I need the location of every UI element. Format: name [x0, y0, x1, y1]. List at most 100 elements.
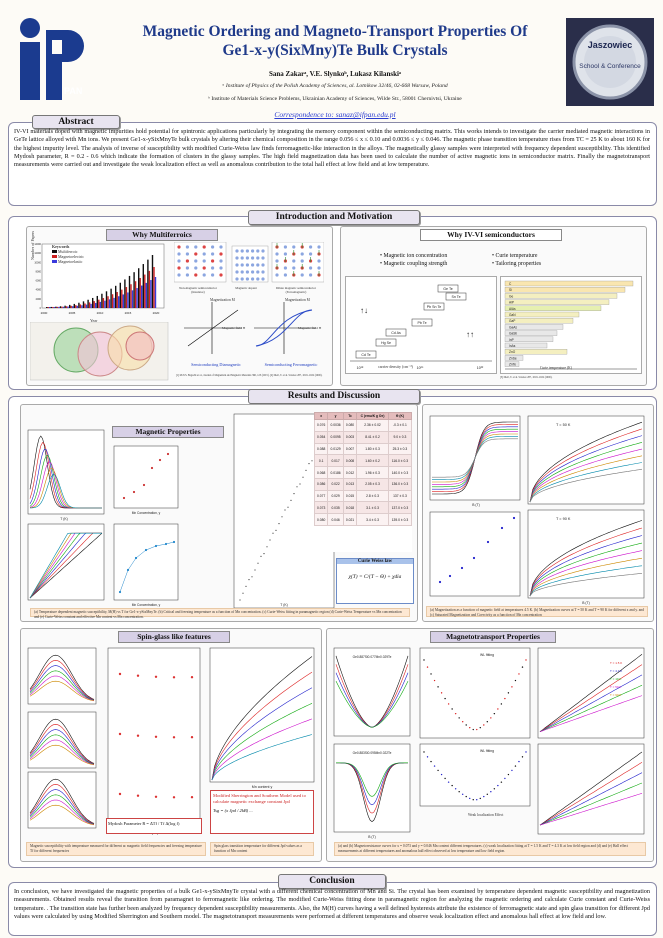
lattice-atom [185, 259, 189, 263]
papers-ytick: 0 [40, 307, 42, 310]
curie-bar [504, 324, 564, 330]
curie-bar [504, 349, 568, 355]
magnetic-table: x y Tc C (emu/K g Oe) Θ (K) 0.076 0.0036 0.080 2… [313, 412, 413, 552]
freezing-point [154, 795, 158, 798]
plot-tsg [209, 647, 315, 783]
carrier-tick: 10²² [477, 366, 484, 370]
lattice-atom [300, 252, 304, 256]
lattice-atom [261, 256, 265, 260]
constant-line [135, 549, 147, 559]
susceptibility-curve [29, 474, 102, 509]
svg-text:School & Conference: School & Conference [579, 63, 641, 70]
lattice-atom [194, 273, 198, 277]
papers-bar [107, 296, 109, 308]
papers-bar [131, 290, 134, 308]
table-cell: 0.0095 [327, 430, 344, 444]
papers-bar [79, 304, 82, 308]
papers-bar [82, 301, 85, 308]
conclusion-frame [8, 882, 657, 936]
lattice-atom [194, 266, 198, 270]
table-header: C (emu/K g Oe) [356, 412, 389, 420]
wl2-point [486, 793, 489, 796]
cw-point [308, 463, 310, 465]
curie-bar [504, 342, 548, 349]
hall2-curve [539, 751, 643, 826]
mh90-curve [529, 527, 643, 597]
lattice-atom [235, 263, 239, 267]
material-label: Cd As [391, 331, 401, 335]
wl-point [430, 673, 432, 675]
temp-label: T = 10 K [610, 677, 621, 681]
plot-wl-2 [419, 743, 531, 807]
lattice-atom [211, 252, 215, 256]
wl2-point [500, 781, 503, 783]
papers-legend: Keywords Multiferroic Magnetoelectric Ma… [52, 244, 84, 264]
lattice-atom [202, 259, 206, 263]
field-label-right: Magnetic field H [298, 326, 322, 330]
papers-bar [98, 299, 100, 308]
sat-point [448, 574, 452, 578]
wl-point [493, 712, 496, 715]
tsg-curve [211, 734, 313, 781]
correspondence-link[interactable]: Correspondence to: sanaz@ifpan.edu.pl [274, 110, 396, 119]
carrier-xlabel: carrier density (cm⁻³) [378, 364, 413, 369]
lattice-atom [283, 252, 287, 256]
lattice-atom [177, 266, 181, 270]
lattice-atom [235, 249, 239, 253]
magnetization-plots-right: B (T) T = 50 K T = 90 K B (T) [426, 408, 648, 606]
wl-point [514, 679, 517, 682]
sherrington-box: Modified Sherrington and Southern Model … [210, 790, 314, 834]
papers-bar [81, 305, 83, 308]
curie-temp-chart: C Si Ge AlP AlAs GaN GaP GaAs GaSb InP InAs ZnO ZnSe… [500, 276, 642, 374]
wl2-point [454, 788, 457, 790]
papers-bar [139, 277, 141, 308]
wl-label-2: WL fitting [480, 749, 494, 753]
lattice-atom [261, 277, 265, 281]
spin-glass-caption-left: Magnetic susceptibility with temperature… [26, 842, 206, 856]
papers-bar [90, 303, 92, 308]
lattice-atom [309, 252, 313, 256]
papers-bar [111, 294, 114, 308]
wl-point [490, 717, 492, 719]
material-label: Cd Te [361, 353, 370, 357]
plot-wl-1 [419, 647, 531, 739]
intro-heading: Introduction and Motivation [248, 210, 420, 225]
carrier-density-chart: Ge Te Sn Te Pb Sn Te Pb Te Cd As Hg Se Cd Te 10… [345, 276, 497, 374]
legend-item-multiferroic: Multiferroic [52, 249, 84, 254]
magnetization-label-right: Magnetization M [285, 298, 310, 302]
table-cell: 0.015 [342, 489, 358, 503]
table-cell: 3.4 ± 0.3 [356, 513, 389, 527]
spin-glass-caption-right: Spin glass transition temperature for di… [210, 842, 314, 856]
multiferroics-refs: [1] M.N.S. Bagachi et al., Journal of Ma… [176, 374, 323, 377]
material-label: Pb Sn Te [427, 305, 442, 309]
wl2-point [525, 751, 527, 753]
lattice-atom [235, 256, 239, 260]
table-cell: 0.018 [342, 501, 358, 515]
curie-material: ZnO [509, 350, 516, 354]
ac-curve [29, 744, 95, 766]
table-cell: 1.96 ± 0.3 [356, 466, 389, 479]
papers-bar [145, 282, 147, 308]
cw-point [290, 499, 292, 501]
critical-point [166, 452, 170, 456]
curie-weiss-title: Curie Weiss law [337, 559, 413, 564]
cw-xlabel: T (K) [280, 603, 287, 607]
curie-material: GaAs [509, 325, 517, 329]
constant-xlabel: Mn Concentration, y [132, 603, 161, 607]
wl-point [426, 666, 429, 668]
table-header-row: x y Tc C (emu/K g Oe) Θ (K) [313, 412, 413, 420]
temp-label: T = 1.5 K [610, 661, 622, 665]
papers-bar [127, 292, 129, 308]
papers-bar [69, 304, 71, 308]
curie-material: AlP [509, 301, 514, 305]
table-row: 0.088 0.0129 0.007 1.80 ± 0.3 25.3 ± 0.3 [313, 442, 413, 456]
table-row: 0.076 0.0036 0.080 2.36 ± 0.02 -0.3 ± 0.1 [313, 419, 413, 432]
jaszowiec-logo: Jaszowiec School & Conference [566, 18, 654, 106]
wl2-point [447, 781, 450, 783]
papers-xtick: 2010 [97, 311, 104, 315]
lattice-atom [235, 270, 239, 274]
wl2-point [472, 798, 474, 801]
sample1-label: Ge0.887Si0.077Mn0.029Te [353, 655, 392, 659]
lattice-atom [177, 245, 181, 249]
papers-bar [102, 298, 105, 308]
